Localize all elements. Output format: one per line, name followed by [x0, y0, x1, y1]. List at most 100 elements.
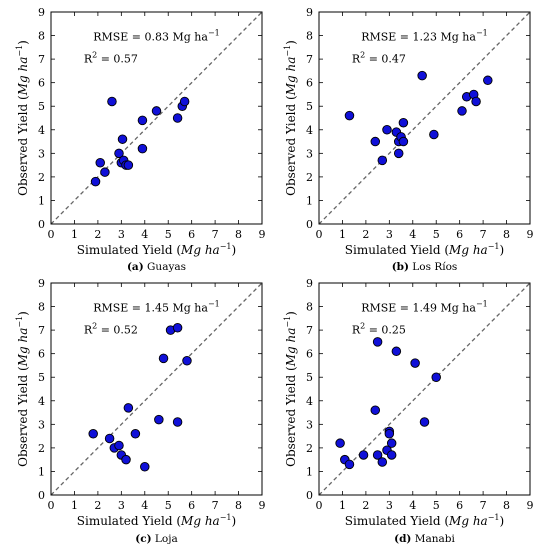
data-point: [104, 433, 115, 444]
rmse-annotation: RMSE = 1.45 Mg ha−1: [93, 299, 220, 314]
x-tick-label: 9: [527, 228, 534, 241]
data-point: [172, 323, 183, 333]
x-tick-label: 9: [259, 228, 266, 241]
data-point: [417, 70, 427, 81]
panel-caption: (b) Los Ríos: [392, 261, 458, 273]
x-tick-label: 8: [235, 228, 242, 241]
y-tick-label: 1: [306, 194, 313, 207]
x-tick-label: 1: [339, 228, 346, 241]
y-tick-label: 7: [306, 324, 313, 337]
x-tick-label: 0: [316, 499, 323, 512]
data-point: [372, 337, 383, 347]
data-point: [386, 450, 397, 460]
x-tick-label: 4: [409, 499, 416, 512]
y-tick-label: 2: [38, 442, 45, 455]
y-tick-label: 0: [306, 489, 313, 502]
data-point: [398, 136, 409, 147]
x-tick-label: 6: [456, 499, 463, 512]
axes-frame: [50, 282, 263, 496]
data-point: [483, 75, 493, 86]
axes-frame: [50, 11, 263, 225]
y-tick-label: 6: [306, 77, 313, 90]
y-tick-label: 4: [306, 395, 313, 408]
y-tick-label: 6: [38, 77, 45, 90]
y-tick-label: 5: [306, 371, 313, 384]
y-tick-label: 5: [306, 100, 313, 113]
x-tick-label: 3: [386, 499, 393, 512]
data-point: [117, 134, 128, 144]
one-to-one-line: [318, 282, 531, 496]
x-tick-label: 2: [362, 228, 369, 241]
y-tick-label: 4: [306, 124, 313, 137]
y-tick-label: 0: [306, 218, 313, 231]
x-tick-label: 7: [212, 499, 219, 512]
y-tick-label: 8: [306, 301, 313, 314]
x-tick-label: 4: [141, 228, 148, 241]
panel-caption: (c) Loja: [135, 533, 178, 545]
x-tick-label: 3: [386, 228, 393, 241]
x-tick-label: 2: [94, 228, 101, 241]
data-point: [344, 459, 355, 470]
x-tick-label: 9: [527, 499, 534, 512]
data-point: [457, 106, 467, 116]
x-tick-label: 7: [212, 228, 219, 241]
scatter-panel: 00 1 1 2 2 3 3 4 4 5 5 6 6 7 7 8 8 9 9 Simulated Yield (Mg …: [283, 277, 534, 545]
scatter-panel: 00 1 1 2 2 3 3 4 4 5 5 6 6 7 7 8 8 9 9 Simulated Yield (Mg …: [15, 277, 266, 545]
data-point: [130, 429, 141, 439]
axes-frame: [318, 11, 531, 225]
axes-frame: [318, 282, 531, 496]
data-point: [471, 96, 481, 107]
data-point: [172, 113, 183, 123]
y-tick-label: 2: [306, 442, 313, 455]
y-axis-label: Observed Yield (Mg ha−1): [283, 311, 298, 467]
data-point: [114, 148, 124, 159]
data-point: [107, 96, 117, 107]
data-point: [121, 454, 131, 465]
data-point: [140, 461, 150, 472]
r-squared-annotation: R2 = 0.25: [352, 322, 406, 337]
x-tick-label: 5: [433, 499, 440, 512]
x-axis-label: Simulated Yield (Mg ha−1): [345, 513, 504, 528]
data-point: [344, 110, 355, 121]
data-point: [90, 176, 101, 187]
y-tick-label: 6: [306, 348, 313, 361]
x-axis-label: Simulated Yield (Mg ha−1): [345, 242, 504, 257]
y-tick-label: 0: [38, 218, 45, 231]
data-point: [384, 429, 395, 439]
y-tick-label: 5: [38, 100, 45, 113]
x-tick-label: 0: [48, 499, 55, 512]
x-tick-label: 8: [503, 228, 510, 241]
x-tick-label: 5: [165, 228, 172, 241]
scatter-panel: 00 1 1 2 2 3 3 4 4 5 5 6 6 7 7 8 8 9 9 Simulated Yield (Mg …: [283, 6, 534, 273]
data-point: [372, 450, 383, 460]
x-tick-label: 5: [433, 228, 440, 241]
data-point: [358, 450, 369, 460]
rmse-annotation: RMSE = 0.83 Mg ha−1: [93, 28, 220, 43]
data-point: [393, 148, 404, 159]
x-tick-label: 3: [118, 499, 125, 512]
data-point: [95, 158, 105, 168]
data-point: [137, 115, 148, 126]
x-tick-label: 7: [480, 499, 487, 512]
x-tick-label: 4: [141, 499, 148, 512]
x-tick-label: 8: [503, 499, 510, 512]
one-to-one-line: [50, 282, 263, 496]
data-point: [182, 355, 192, 366]
y-tick-label: 5: [38, 371, 45, 384]
y-tick-label: 1: [38, 194, 45, 207]
y-tick-label: 3: [38, 147, 45, 160]
y-tick-label: 7: [38, 324, 45, 337]
data-point: [123, 160, 134, 170]
x-tick-label: 0: [316, 228, 323, 241]
data-point: [137, 143, 148, 154]
y-axis-label: Observed Yield (Mg ha−1): [15, 40, 30, 196]
x-tick-label: 6: [188, 499, 195, 512]
panel-caption: (d) Manabi: [394, 533, 455, 545]
data-point: [335, 438, 345, 448]
data-point: [419, 417, 430, 427]
data-point: [391, 346, 402, 357]
data-point: [410, 358, 420, 368]
x-tick-label: 9: [259, 499, 266, 512]
data-point: [386, 438, 397, 448]
